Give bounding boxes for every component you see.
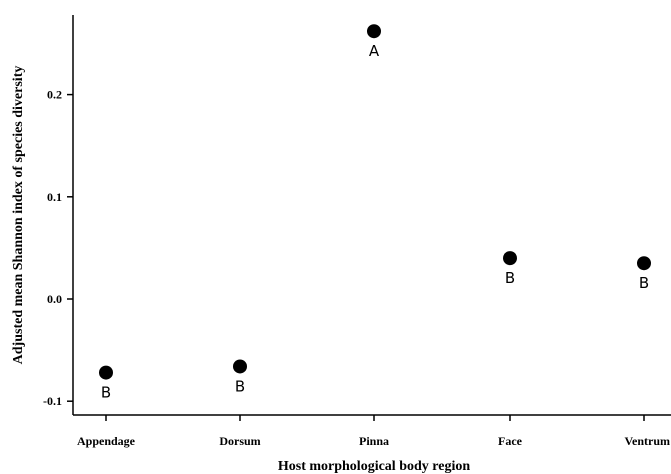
y-tick-label: 0.1 [47, 190, 62, 204]
y-tick-label: -0.1 [43, 394, 62, 408]
data-point-label: A [369, 42, 380, 60]
y-tick-label: 0.2 [47, 88, 62, 102]
data-point-label: B [505, 269, 515, 287]
x-tick-label: Ventrum [624, 434, 670, 448]
data-point [637, 256, 651, 271]
data-point [233, 359, 247, 374]
data-point [99, 365, 113, 380]
data-points: B B A B B [99, 24, 651, 402]
y-tick-label: 0.0 [47, 292, 62, 306]
data-point-label: B [639, 274, 649, 292]
x-tick-label: Face [498, 434, 523, 448]
data-point [503, 251, 517, 266]
x-tick-label: Appendage [77, 434, 136, 448]
data-point-label: B [101, 384, 111, 402]
data-point-label: B [235, 377, 245, 395]
x-tick-label: Dorsum [219, 434, 260, 448]
y-axis-title: Adjusted mean Shannon index of species d… [11, 66, 26, 365]
x-tick-label: Pinna [359, 434, 389, 448]
x-ticks: Appendage Dorsum Pinna Face Ventrum [77, 415, 670, 448]
y-ticks: -0.1 0.0 0.1 0.2 [43, 88, 73, 408]
data-point [367, 24, 381, 39]
x-axis-title: Host morphological body region [278, 459, 470, 474]
